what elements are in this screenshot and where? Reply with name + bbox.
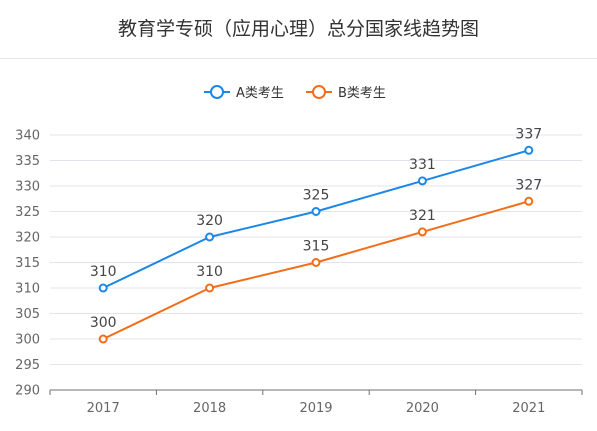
data-label: 321 (409, 208, 436, 224)
data-point (98, 334, 108, 344)
data-point (524, 145, 534, 155)
y-tick-label: 325 (15, 205, 40, 220)
data-label: 310 (90, 264, 117, 280)
data-label: 310 (196, 264, 223, 280)
data-point (311, 258, 321, 267)
y-tick-label: 290 (15, 384, 40, 399)
data-point (205, 283, 215, 293)
x-tick-label: 2017 (87, 401, 120, 416)
data-label: 331 (409, 157, 436, 173)
data-label: 300 (90, 315, 117, 331)
data-point (417, 176, 427, 186)
data-point (311, 207, 321, 216)
x-tick-label: 2020 (406, 401, 439, 416)
y-tick-label: 295 (15, 358, 40, 373)
y-tick-label: 340 (15, 129, 40, 144)
chart-title: 教育学专硕（应用心理）总分国家线趋势图 (117, 18, 479, 40)
data-label: 320 (196, 213, 223, 229)
x-tick-label: 2021 (512, 401, 545, 416)
legend-label: B类考生 (338, 86, 386, 101)
x-tick-label: 2018 (193, 401, 226, 416)
y-tick-label: 305 (15, 307, 40, 322)
data-point (417, 227, 427, 237)
x-tick-label: 2019 (299, 401, 332, 416)
y-tick-label: 320 (15, 231, 40, 246)
data-label: 337 (515, 126, 542, 142)
y-tick-label: 310 (15, 282, 40, 297)
data-point (205, 232, 215, 242)
y-tick-label: 300 (15, 333, 40, 348)
legend-marker (210, 85, 224, 99)
title-bar: 教育学专硕（应用心理）总分国家线趋势图 (0, 0, 597, 59)
data-point (524, 196, 534, 206)
data-point (98, 283, 108, 293)
y-tick-label: 335 (15, 154, 40, 169)
series-line-b (102, 200, 530, 340)
data-label: 325 (303, 188, 330, 204)
y-tick-label: 330 (15, 180, 40, 195)
data-label: 315 (303, 239, 330, 255)
legend-marker (312, 85, 326, 99)
data-label: 327 (515, 177, 542, 193)
y-tick-label: 315 (15, 256, 40, 271)
legend-label: A类考生 (236, 86, 284, 101)
